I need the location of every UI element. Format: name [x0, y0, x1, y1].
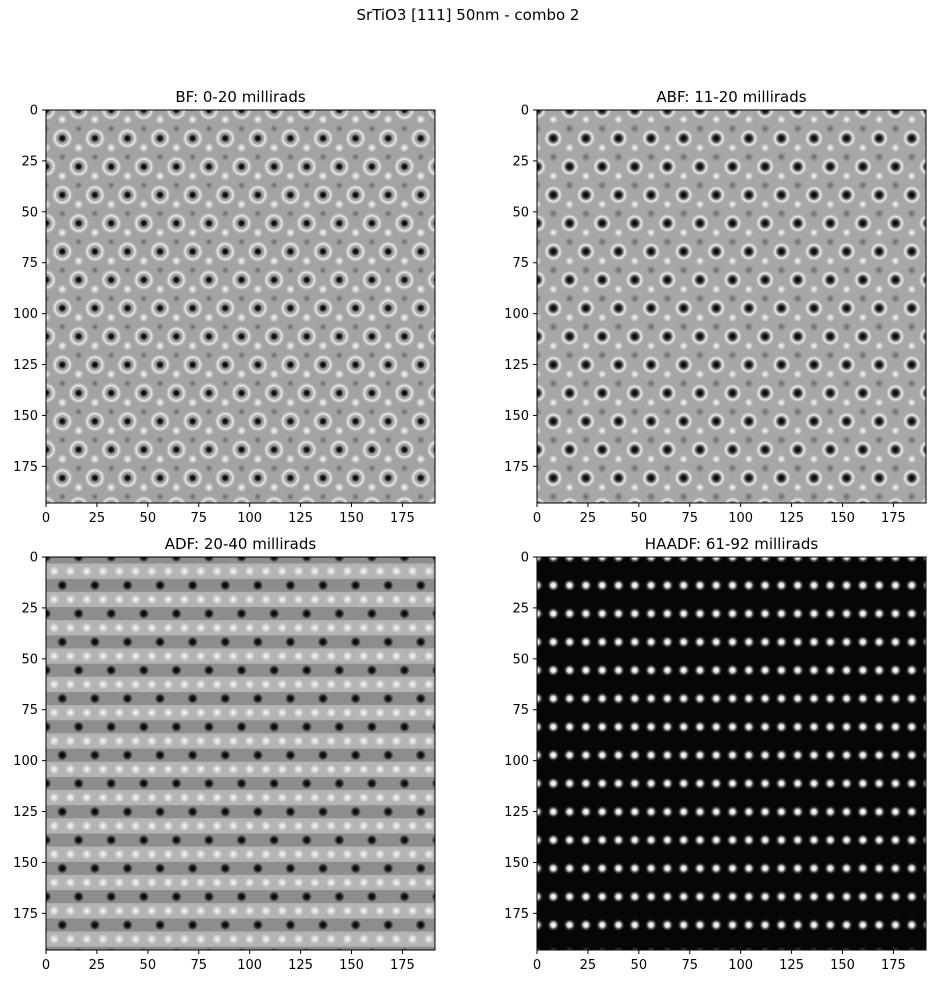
- x-tick-label: 75: [190, 511, 207, 526]
- panel-title: BF: 0-20 millirads: [175, 88, 306, 106]
- x-tick-label: 125: [288, 958, 313, 973]
- y-tick-label: 100: [13, 307, 38, 322]
- y-tick-label: 150: [13, 409, 38, 424]
- y-tick-label: 175: [504, 907, 529, 922]
- x-tick-label: 25: [580, 511, 597, 526]
- y-tick-label: 150: [504, 409, 529, 424]
- x-tick-label: 75: [681, 958, 698, 973]
- x-tick-label: 0: [42, 511, 50, 526]
- y-tick-label: 100: [13, 754, 38, 769]
- y-tick-label: 0: [521, 551, 529, 566]
- y-tick-label: 50: [512, 652, 529, 667]
- x-tick-label: 150: [339, 958, 364, 973]
- panel-title: ADF: 20-40 millirads: [165, 535, 317, 553]
- x-tick-label: 0: [42, 958, 50, 973]
- y-tick-label: 25: [512, 601, 529, 616]
- x-tick-label: 25: [89, 958, 106, 973]
- x-tick-label: 150: [830, 511, 855, 526]
- x-tick-label: 50: [140, 511, 157, 526]
- panel-haadf: 0 25 50 75 100 125 150 175 0 25 50 75 100 125 150 175 HA…: [504, 535, 927, 973]
- axes-frame: [536, 109, 927, 504]
- y-tick-label: 150: [13, 856, 38, 871]
- y-tick-label: 75: [512, 256, 529, 271]
- x-tick-label: 150: [830, 958, 855, 973]
- image-haadf: [537, 557, 926, 950]
- y-tick-label: 75: [21, 703, 38, 718]
- y-tick-label: 100: [504, 754, 529, 769]
- panel-title: HAADF: 61-92 millirads: [645, 535, 819, 553]
- y-tick-label: 0: [30, 104, 38, 119]
- y-tick-label: 0: [30, 551, 38, 566]
- x-tick-label: 100: [237, 511, 262, 526]
- x-tick-label: 75: [681, 511, 698, 526]
- x-tick-label: 100: [728, 958, 753, 973]
- x-tick-label: 125: [779, 511, 804, 526]
- y-tick-label: 75: [512, 703, 529, 718]
- y-tick-label: 175: [13, 907, 38, 922]
- x-tick-label: 50: [140, 958, 157, 973]
- y-tick-label: 125: [504, 358, 529, 373]
- x-tick-label: 100: [237, 958, 262, 973]
- axes-frame: [536, 556, 927, 951]
- panel-bf: 0 25 50 75 100 125 150 175 0 25 50 75 100 125 150 175 BF…: [13, 88, 436, 526]
- panel-abf: 0 25 50 75 100 125 150 175 0 25 50 75 100 125 150 175 AB…: [504, 88, 927, 526]
- axes-frame: [45, 109, 436, 504]
- y-tick-label: 25: [512, 154, 529, 169]
- y-tick-label: 125: [13, 805, 38, 820]
- x-tick-label: 0: [533, 958, 541, 973]
- x-tick-label: 100: [728, 511, 753, 526]
- y-tick-label: 100: [504, 307, 529, 322]
- x-tick-label: 0: [533, 511, 541, 526]
- x-tick-label: 75: [190, 958, 207, 973]
- x-tick-label: 25: [580, 958, 597, 973]
- x-tick-label: 50: [631, 958, 648, 973]
- x-tick-label: 25: [89, 511, 106, 526]
- x-tick-label: 175: [881, 958, 906, 973]
- y-tick-label: 25: [21, 601, 38, 616]
- y-tick-label: 150: [504, 856, 529, 871]
- y-tick-label: 50: [21, 652, 38, 667]
- y-tick-label: 25: [21, 154, 38, 169]
- x-tick-label: 175: [390, 958, 415, 973]
- image-bf: [46, 110, 435, 503]
- y-tick-label: 175: [13, 460, 38, 475]
- y-tick-label: 125: [13, 358, 38, 373]
- x-tick-label: 50: [631, 511, 648, 526]
- figure-title: SrTiO3 [111] 50nm - combo 2: [356, 6, 580, 24]
- panel-adf: 0 25 50 75 100 125 150 175 0 25 50 75 100 125 150 175 AD…: [13, 535, 436, 973]
- y-tick-label: 175: [504, 460, 529, 475]
- x-tick-label: 175: [390, 511, 415, 526]
- x-tick-label: 150: [339, 511, 364, 526]
- x-tick-label: 125: [288, 511, 313, 526]
- x-tick-label: 125: [779, 958, 804, 973]
- axes-frame: [45, 556, 436, 951]
- y-tick-label: 125: [504, 805, 529, 820]
- y-tick-label: 50: [21, 205, 38, 220]
- image-abf: [537, 110, 926, 503]
- x-tick-label: 175: [881, 511, 906, 526]
- y-tick-label: 0: [521, 104, 529, 119]
- panel-title: ABF: 11-20 millirads: [656, 88, 806, 106]
- y-tick-label: 50: [512, 205, 529, 220]
- image-adf: [46, 557, 435, 950]
- y-tick-label: 75: [21, 256, 38, 271]
